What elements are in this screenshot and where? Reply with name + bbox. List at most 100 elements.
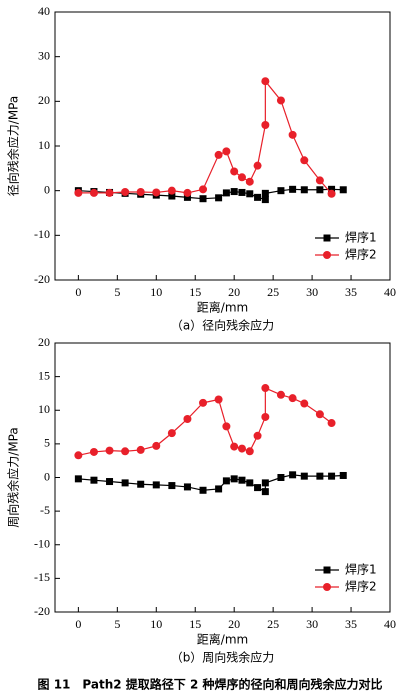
y-tick-label: -20	[34, 272, 50, 286]
data-point	[339, 471, 347, 479]
legend-marker	[323, 234, 331, 242]
data-point	[106, 478, 114, 486]
data-point	[277, 474, 285, 481]
y-tick-label: 30	[38, 48, 50, 62]
x-tick-label: 5	[114, 285, 120, 299]
data-point	[121, 447, 130, 456]
data-point	[222, 147, 231, 156]
data-point	[230, 188, 238, 196]
data-point	[300, 472, 308, 480]
data-point	[230, 442, 239, 451]
y-tick-label: 10	[38, 402, 50, 416]
data-point	[168, 192, 176, 200]
data-point	[222, 477, 230, 485]
legend-label: 焊序2	[345, 579, 377, 594]
data-point	[261, 121, 270, 130]
y-tick-label: 20	[38, 93, 50, 107]
data-point	[137, 480, 145, 488]
data-point	[168, 482, 176, 490]
data-point	[261, 384, 270, 393]
data-point	[289, 185, 297, 193]
data-point	[315, 176, 324, 185]
y-tick-label: -10	[34, 227, 50, 241]
x-tick-label: 10	[150, 617, 162, 631]
data-point	[254, 193, 262, 201]
data-point	[246, 190, 254, 198]
data-point	[261, 488, 269, 496]
data-point	[261, 196, 269, 204]
y-axis-label: 径向残余应力/MPa	[6, 96, 21, 196]
legend-label: 焊序1	[345, 562, 377, 577]
y-tick-label: -15	[34, 570, 50, 584]
y-tick-label: -10	[34, 537, 50, 551]
data-point	[245, 177, 254, 186]
x-tick-label: 15	[189, 617, 201, 631]
y-tick-label: 10	[38, 138, 50, 152]
x-axis-label: 距离/mm	[197, 300, 248, 315]
data-point	[136, 188, 145, 197]
x-tick-label: 0	[75, 285, 81, 299]
data-point	[183, 483, 191, 491]
data-point	[316, 472, 324, 480]
data-point	[230, 475, 238, 483]
data-point	[74, 475, 82, 483]
data-point	[238, 476, 246, 484]
x-tick-label: 30	[306, 285, 318, 299]
data-point	[276, 390, 285, 399]
data-point	[300, 399, 309, 408]
data-point	[199, 195, 207, 203]
data-point	[89, 447, 98, 456]
data-point	[183, 414, 192, 423]
data-point	[246, 479, 254, 487]
data-point	[183, 188, 192, 197]
x-tick-label: 40	[384, 285, 396, 299]
legend-label: 焊序2	[345, 247, 377, 262]
data-point	[74, 451, 83, 460]
data-point	[152, 188, 161, 197]
data-point	[136, 445, 145, 454]
data-point	[222, 422, 231, 431]
data-point	[183, 193, 191, 201]
data-point	[276, 96, 285, 105]
x-tick-label: 25	[267, 617, 279, 631]
x-axis-label: 距离/mm	[197, 632, 248, 647]
data-point	[261, 189, 269, 197]
data-point	[315, 410, 324, 419]
subplot-caption: （b）周向残余应力	[171, 650, 275, 665]
data-point	[74, 188, 83, 197]
x-tick-label: 35	[345, 285, 357, 299]
y-tick-label: 0	[44, 182, 50, 196]
data-point	[253, 161, 262, 170]
x-tick-label: 30	[306, 617, 318, 631]
data-point	[199, 398, 208, 407]
x-tick-label: 40	[384, 617, 396, 631]
data-point	[167, 429, 176, 438]
data-point	[152, 481, 160, 489]
data-point	[121, 188, 130, 197]
data-point	[261, 479, 269, 487]
data-point	[215, 194, 223, 202]
data-point	[316, 186, 324, 194]
figure-caption: 图 11 Path2 提取路径下 2 种焊序的径向和周向残余应力对比	[38, 677, 383, 692]
data-point	[238, 188, 246, 196]
data-point	[339, 186, 347, 194]
x-tick-label: 10	[150, 285, 162, 299]
series-line	[78, 79, 333, 195]
legend-marker	[323, 251, 331, 259]
data-point	[237, 173, 246, 182]
data-point	[245, 447, 254, 456]
legend-marker	[323, 583, 331, 591]
x-tick-label: 20	[228, 285, 240, 299]
data-point	[90, 476, 98, 484]
x-tick-label: 15	[189, 285, 201, 299]
x-tick-label: 5	[114, 617, 120, 631]
data-point	[261, 77, 270, 86]
y-tick-label: 5	[44, 436, 50, 450]
x-tick-label: 25	[267, 285, 279, 299]
data-point	[121, 479, 129, 487]
data-point	[215, 485, 223, 493]
data-point	[214, 150, 223, 159]
y-tick-label: 20	[38, 335, 50, 349]
data-point	[328, 472, 336, 480]
